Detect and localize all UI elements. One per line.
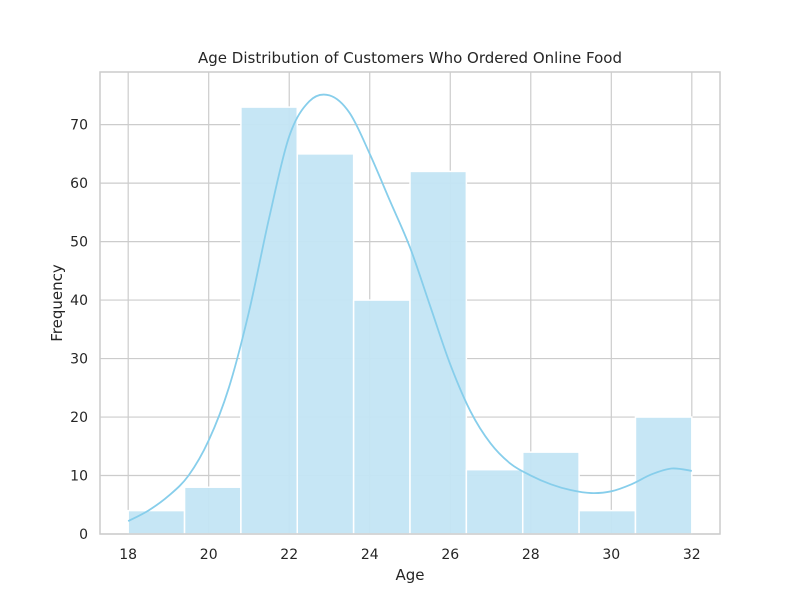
histogram-bar: [296, 153, 355, 535]
y-tick-label: 20: [70, 410, 88, 426]
plot-frame: [99, 71, 721, 535]
kde-curve: [127, 93, 692, 522]
x-tick-label: 32: [683, 547, 701, 563]
histogram-bar: [578, 509, 637, 535]
y-tick-label: 10: [70, 469, 88, 485]
y-tick-label: 0: [79, 527, 88, 543]
x-tick-label: 30: [602, 547, 620, 563]
histogram-bar: [240, 106, 299, 535]
histogram-bar: [352, 299, 411, 535]
y-tick-label: 60: [70, 176, 88, 192]
x-tick-label: 28: [522, 547, 540, 563]
y-axis-label: Frequency: [48, 264, 66, 342]
histogram-bar: [634, 416, 693, 535]
y-tick-label: 40: [70, 293, 88, 309]
x-tick-label: 22: [280, 547, 298, 563]
chart-title: Age Distribution of Customers Who Ordere…: [198, 49, 622, 67]
x-tick-label: 20: [200, 547, 218, 563]
y-tick-labels: 0 10 20 30 40 50 60 70: [70, 118, 88, 543]
x-axis-label: Age: [395, 566, 424, 584]
histogram-bar: [521, 451, 580, 535]
histogram-bar: [127, 509, 186, 535]
y-tick-label: 50: [70, 235, 88, 251]
x-tick-label: 24: [361, 547, 379, 563]
histogram-bar: [183, 486, 242, 535]
histogram-bar: [409, 170, 468, 535]
y-tick-label: 70: [70, 118, 88, 134]
histogram-bars: [127, 106, 693, 535]
y-tick-label: 30: [70, 352, 88, 368]
histogram-bar: [465, 468, 524, 535]
x-tick-label: 18: [119, 547, 137, 563]
x-tick-labels: 18 20 22 24 26 28 30 32: [119, 547, 700, 563]
x-tick-label: 26: [441, 547, 459, 563]
